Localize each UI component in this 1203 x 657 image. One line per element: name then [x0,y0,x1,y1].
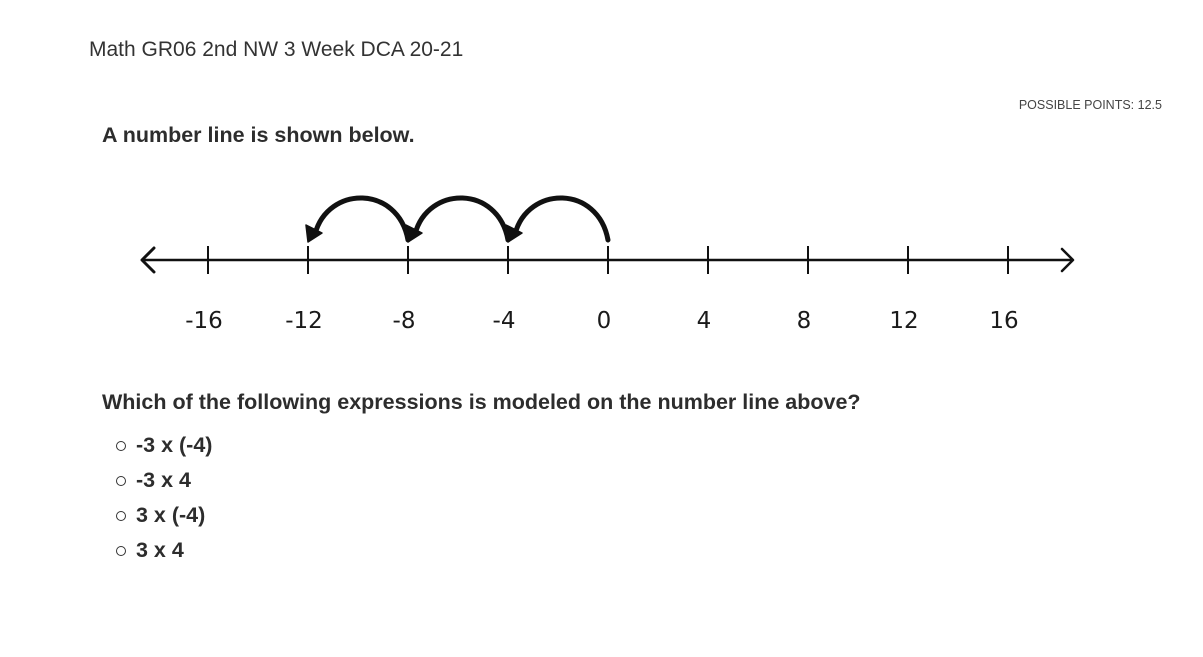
tick-label: -8 [393,308,416,334]
radio-button[interactable] [116,440,126,451]
jump-arc [312,195,411,243]
tick-label: -12 [285,308,323,334]
points-label: POSSIBLE POINTS: [1018,98,1135,112]
answer-option-1[interactable]: -3 x (-4) [116,428,212,463]
jump-arc [512,195,611,243]
answer-option-4[interactable]: 3 x 4 [116,533,212,568]
tick-label: -16 [185,308,223,334]
quiz-title: Math GR06 2nd NW 3 Week DCA 20-21 [89,38,464,61]
answer-option-label: 3 x 4 [136,538,184,562]
answer-option-2[interactable]: -3 x 4 [116,463,212,498]
number-line-labels: -16 -12 -8 -4 0 4 8 12 16 [185,308,1018,334]
tick-label: 8 [797,308,812,334]
question-intro: A number line is shown below. [102,123,415,147]
tick-label: 4 [697,308,712,334]
answer-option-3[interactable]: 3 x (-4) [116,498,212,533]
tick-label: 16 [989,308,1018,334]
answer-option-label: -3 x 4 [136,468,191,492]
jump-arrowhead-icon [305,224,323,243]
number-line-svg: -16 -12 -8 -4 0 4 8 12 16 [140,195,1075,334]
points-value: 12.5 [1137,98,1162,112]
left-arrow-icon [140,246,156,274]
tick-label: -4 [493,308,516,334]
answer-options: -3 x (-4) -3 x 4 3 x (-4) 3 x 4 [116,428,212,568]
question-prompt: Which of the following expressions is mo… [102,390,861,414]
number-line-figure: -16 -12 -8 -4 0 4 8 12 16 [130,180,1090,350]
answer-option-label: -3 x (-4) [136,433,213,457]
answer-option-label: 3 x (-4) [136,503,206,527]
radio-button[interactable] [116,475,126,486]
jump-arc [412,195,511,243]
tick-label: 12 [889,308,918,334]
possible-points: POSSIBLE POINTS: 12.5 [1019,98,1162,112]
number-line-ticks [207,246,1009,274]
radio-button[interactable] [116,510,126,521]
number-line-jumps [305,195,611,243]
right-arrow-icon [1060,247,1075,273]
radio-button[interactable] [116,545,126,556]
tick-label: 0 [597,308,612,334]
